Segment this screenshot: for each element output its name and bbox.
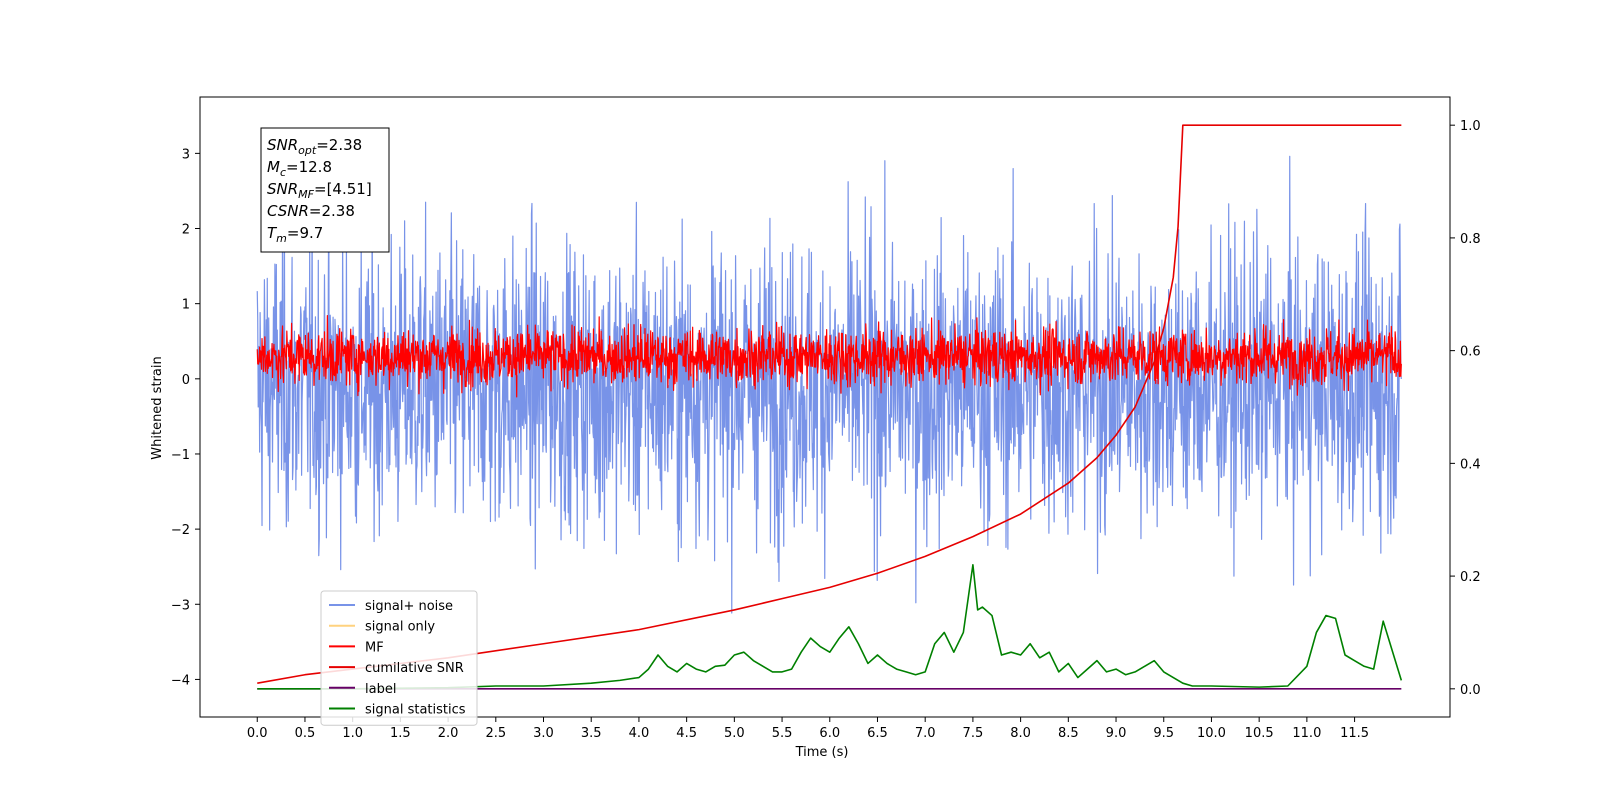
annotation-value: =2.38 <box>309 202 355 220</box>
annotation-line: Tm=9.7 <box>267 224 323 245</box>
y-tick-label: −4 <box>171 673 190 688</box>
series-line <box>256 315 1402 398</box>
y-tick-label: 3 <box>182 147 190 162</box>
annotation-frame <box>260 127 390 253</box>
x-tick-label: 3.0 <box>533 726 554 741</box>
x-tick-label: 11.5 <box>1340 726 1369 741</box>
plot-frame <box>199 96 1451 718</box>
y2-tick-label: 0.8 <box>1460 232 1481 247</box>
legend-label: signal+ noise <box>365 599 453 614</box>
y-tick-label: −3 <box>171 598 190 613</box>
x-tick-label: 4.0 <box>629 726 650 741</box>
y2-tick-label: 0.6 <box>1460 345 1481 360</box>
annotation-value: =[4.51] <box>314 180 372 198</box>
annotation-symbol: M <box>267 158 280 176</box>
x-tick-label: 6.0 <box>819 726 840 741</box>
x-tick-label: 0.0 <box>247 726 268 741</box>
annotation-subscript: m <box>276 232 287 245</box>
annotation-symbol: T <box>267 224 278 242</box>
legend: signal+ noise signal only MF cumilative SNR… <box>320 590 478 726</box>
x-axis-label: Time (s) <box>795 745 849 760</box>
x-tick-label: 8.5 <box>1058 726 1079 741</box>
legend-frame <box>320 590 478 726</box>
annotation-line: SNRMF=[4.51] <box>267 180 372 201</box>
annotation-value: =2.38 <box>316 136 362 154</box>
annotation-value: =9.7 <box>287 224 323 242</box>
annotation-symbol: CSNR <box>267 202 309 220</box>
legend-label: MF <box>365 640 384 655</box>
y-tick-label: 0 <box>182 373 190 388</box>
y-tick-label: −1 <box>171 448 190 463</box>
series-line <box>257 124 1402 684</box>
x-axis: 0.0 0.5 1.0 1.5 2.0 2.5 3.0 3.5 4.0 4.5 5.0 5.5 6.0 6… <box>247 717 1369 741</box>
x-tick-label: 4.5 <box>676 726 697 741</box>
annotation-symbol: SNR <box>267 136 298 154</box>
x-tick-label: 9.0 <box>1106 726 1127 741</box>
x-tick-label: 1.5 <box>390 726 411 741</box>
y2-axis: 1.0 0.8 0.6 0.4 0.2 0.0 <box>1450 119 1481 698</box>
x-tick-label: 2.5 <box>485 726 506 741</box>
annotation-line: CSNR=2.38 <box>267 202 355 220</box>
x-tick-label: 3.5 <box>581 726 602 741</box>
y-axis-label: Whitened strain <box>150 356 165 459</box>
y-axis: 3 2 1 0 −1 −2 −3 −4 <box>171 147 200 688</box>
x-tick-label: 7.0 <box>915 726 936 741</box>
x-tick-label: 2.0 <box>438 726 459 741</box>
x-tick-label: 5.5 <box>772 726 793 741</box>
series-line <box>257 564 1403 690</box>
annotation-symbol: SNR <box>267 180 298 198</box>
legend-label: signal statistics <box>365 703 466 718</box>
x-tick-label: 1.0 <box>342 726 363 741</box>
y-tick-label: 1 <box>182 298 190 313</box>
annotation-line: Mc=12.8 <box>267 158 332 179</box>
y2-tick-label: 0.2 <box>1460 570 1481 585</box>
x-tick-label: 10.0 <box>1197 726 1226 741</box>
y2-tick-label: 0.4 <box>1460 457 1481 472</box>
annotation-subscript: c <box>280 166 286 179</box>
y-tick-label: 2 <box>182 223 190 238</box>
x-tick-label: 7.5 <box>963 726 984 741</box>
annotation-subscript: MF <box>298 188 314 201</box>
annotation-line: SNRopt=2.38 <box>267 136 362 157</box>
legend-label: cumilative SNR <box>365 661 464 676</box>
y2-tick-label: 0.0 <box>1460 683 1481 698</box>
annotation-box: SNRopt=2.38Mc=12.8SNRMF=[4.51]CSNR=2.38T… <box>260 127 390 253</box>
y-tick-label: −2 <box>171 523 190 538</box>
x-tick-label: 5.0 <box>724 726 745 741</box>
x-tick-label: 11.0 <box>1292 726 1321 741</box>
y2-tick-label: 1.0 <box>1460 119 1481 134</box>
x-tick-label: 9.5 <box>1153 726 1174 741</box>
series-line <box>256 155 1402 614</box>
annotation-subscript: opt <box>298 144 317 157</box>
x-tick-label: 10.5 <box>1245 726 1274 741</box>
annotation-value: =12.8 <box>286 158 332 176</box>
x-tick-label: 0.5 <box>295 726 316 741</box>
legend-label: label <box>365 682 396 697</box>
legend-label: signal only <box>365 620 435 635</box>
x-tick-label: 8.0 <box>1010 726 1031 741</box>
x-tick-label: 6.5 <box>867 726 888 741</box>
